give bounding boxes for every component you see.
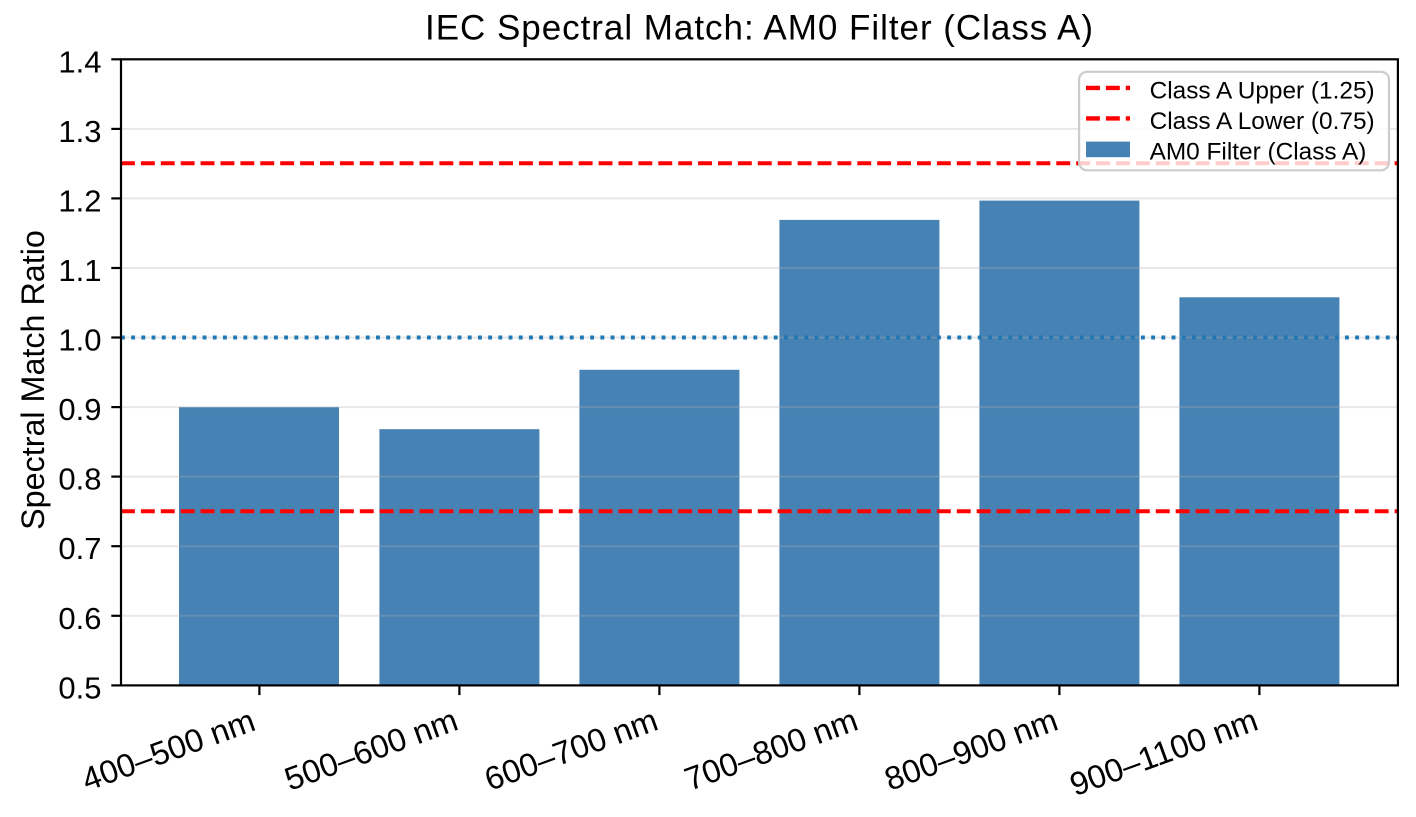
svg-text:0.6: 0.6: [58, 601, 101, 636]
svg-text:Class A Upper (1.25): Class A Upper (1.25): [1150, 78, 1375, 105]
svg-text:0.5: 0.5: [58, 670, 101, 705]
svg-text:IEC Spectral Match: AM0 Filter: IEC Spectral Match: AM0 Filter (Class A): [425, 9, 1094, 48]
svg-text:AM0 Filter (Class A): AM0 Filter (Class A): [1150, 139, 1367, 166]
svg-text:Spectral Match Ratio: Spectral Match Ratio: [15, 230, 51, 530]
svg-text:0.9: 0.9: [58, 392, 101, 427]
svg-text:0.7: 0.7: [58, 531, 101, 566]
svg-text:1.3: 1.3: [58, 114, 101, 149]
svg-text:1.2: 1.2: [58, 183, 101, 218]
svg-text:1.0: 1.0: [58, 323, 101, 358]
svg-text:0.8: 0.8: [58, 462, 101, 497]
svg-text:1.1: 1.1: [58, 253, 101, 288]
svg-text:1.4: 1.4: [58, 44, 101, 79]
svg-text:Class A Lower (0.75): Class A Lower (0.75): [1150, 108, 1375, 135]
